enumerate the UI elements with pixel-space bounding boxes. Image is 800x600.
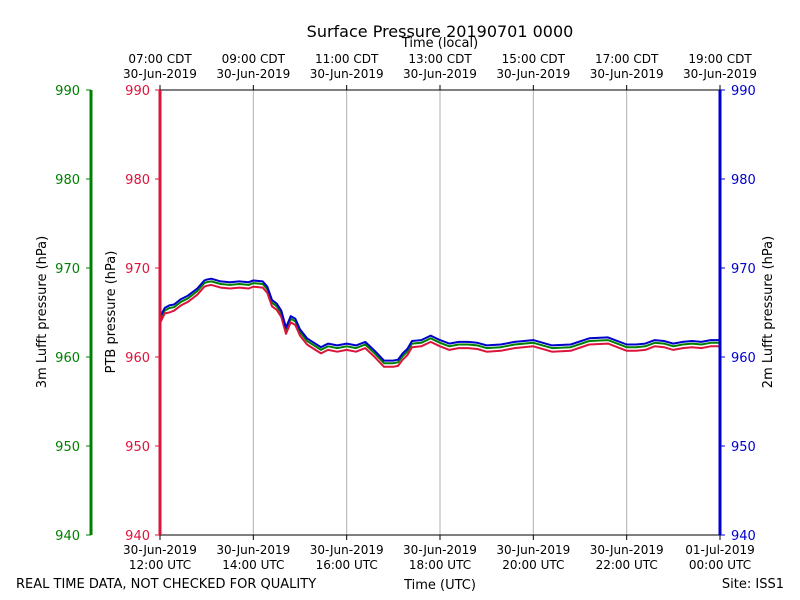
x-tick-label-utc-date: 30-Jun-2019 (123, 543, 197, 557)
x-tick-label-utc-time: 18:00 UTC (409, 558, 471, 572)
bottom-axis-label: Time (UTC) (403, 578, 476, 593)
x-tick-label-utc-date: 01-Jul-2019 (685, 543, 755, 557)
y-tick-label-right: 950 (731, 440, 756, 455)
y-tick-label-outer: 970 (55, 262, 80, 277)
y-tick-label-outer: 960 (55, 351, 80, 366)
y-tick-label-inner: 940 (125, 529, 150, 544)
y-tick-label-right: 970 (731, 262, 756, 277)
x-tick-label-local-time: 17:00 CDT (595, 52, 659, 66)
quality-disclaimer: REAL TIME DATA, NOT CHECKED FOR QUALITY (16, 577, 316, 592)
x-tick-label-local-date: 30-Jun-2019 (310, 67, 384, 81)
site-label: Site: ISS1 (722, 577, 784, 592)
x-tick-label-local-time: 09:00 CDT (222, 52, 286, 66)
x-tick-label-local-time: 07:00 CDT (128, 52, 192, 66)
x-tick-label-local-time: 13:00 CDT (408, 52, 472, 66)
x-tick-label-utc-time: 12:00 UTC (129, 558, 191, 572)
x-tick-label-local-date: 30-Jun-2019 (683, 67, 757, 81)
x-tick-label-utc-time: 22:00 UTC (596, 558, 658, 572)
x-tick-label-utc-time: 00:00 UTC (689, 558, 751, 572)
y-tick-label-right: 960 (731, 351, 756, 366)
x-tick-label-utc-date: 30-Jun-2019 (496, 543, 570, 557)
series-line-lufft2m (159, 277, 720, 362)
x-tick-label-local-time: 15:00 CDT (502, 52, 566, 66)
x-tick-label-utc-date: 30-Jun-2019 (310, 543, 384, 557)
x-tick-label-utc-time: 14:00 UTC (222, 558, 284, 572)
y-tick-label-inner: 960 (125, 351, 150, 366)
y-tick-label-inner: 980 (125, 173, 150, 188)
x-tick-label-utc-date: 30-Jun-2019 (216, 543, 290, 557)
chart-title: Surface Pressure 20190701 0000 (307, 22, 574, 41)
x-tick-label-utc-date: 30-Jun-2019 (403, 543, 477, 557)
x-tick-label-local-date: 30-Jun-2019 (496, 67, 570, 81)
y-tick-label-outer: 950 (55, 440, 80, 455)
x-tick-label-local-time: 11:00 CDT (315, 52, 379, 66)
y-tick-label-inner: 970 (125, 262, 150, 277)
y-tick-label-inner: 990 (125, 84, 150, 99)
right-ylabel: 2m Lufft pressure (hPa) (761, 236, 776, 388)
y-tick-label-right: 990 (731, 84, 756, 99)
top-axis-label: Time (local) (401, 36, 478, 51)
y-tick-label-right: 980 (731, 173, 756, 188)
x-tick-label-local-date: 30-Jun-2019 (216, 67, 290, 81)
x-tick-label-utc-time: 20:00 UTC (502, 558, 564, 572)
x-tick-label-utc-date: 30-Jun-2019 (590, 543, 664, 557)
x-tick-label-local-time: 19:00 CDT (688, 52, 752, 66)
y-tick-label-right: 940 (731, 529, 756, 544)
x-tick-label-local-date: 30-Jun-2019 (123, 67, 197, 81)
y-tick-label-outer: 990 (55, 84, 80, 99)
left-inner-ylabel: PTB pressure (hPa) (104, 251, 119, 374)
x-tick-label-local-date: 30-Jun-2019 (590, 67, 664, 81)
x-tick-label-local-date: 30-Jun-2019 (403, 67, 477, 81)
y-tick-label-outer: 980 (55, 173, 80, 188)
left-outer-ylabel: 3m Lufft pressure (hPa) (35, 236, 50, 388)
series-line-lufft3m (159, 280, 720, 365)
series-line-ptb (159, 283, 720, 368)
y-tick-label-outer: 940 (55, 529, 80, 544)
x-tick-label-utc-time: 16:00 UTC (316, 558, 378, 572)
y-tick-label-inner: 950 (125, 440, 150, 455)
